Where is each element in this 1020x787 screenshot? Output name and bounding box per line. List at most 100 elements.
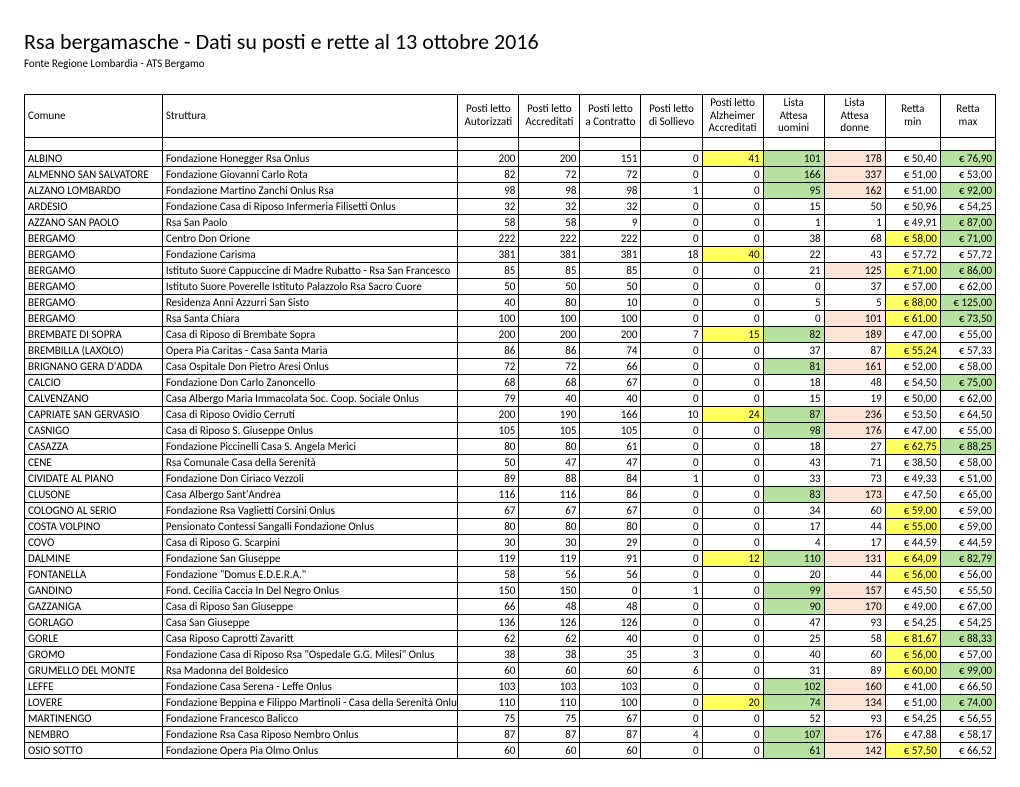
table-row: BERGAMOFondazione Carisma381381381184022…	[25, 247, 996, 263]
cell-value: 66	[458, 599, 519, 615]
cell-retta-max: € 87,00	[940, 215, 995, 231]
cell-value: 29	[580, 535, 641, 551]
cell-comune: FONTANELLA	[25, 567, 163, 583]
cell-retta-min: € 47,50	[885, 487, 940, 503]
cell-value: 15	[763, 199, 824, 215]
cell-value: 0	[641, 599, 702, 615]
cell-value: 6	[641, 663, 702, 679]
cell-struttura: Casa di Riposo S. Giuseppe Onlus	[162, 423, 457, 439]
cell-value: 7	[641, 327, 702, 343]
cell-value: 1	[641, 471, 702, 487]
cell-struttura: Residenza Anni Azzurri San Sisto	[162, 295, 457, 311]
cell-comune: GRUMELLO DEL MONTE	[25, 663, 163, 679]
cell-value: 61	[763, 743, 824, 759]
cell-retta-max: € 67,00	[940, 599, 995, 615]
cell-value: 0	[641, 375, 702, 391]
cell-comune: BREMBILLA (LAXOLO)	[25, 343, 163, 359]
cell-value: 99	[763, 583, 824, 599]
cell-value: 0	[641, 231, 702, 247]
cell-value: 381	[580, 247, 641, 263]
cell-value: 0	[641, 311, 702, 327]
cell-value: 40	[580, 631, 641, 647]
cell-retta-min: € 56,00	[885, 567, 940, 583]
cell-value: 151	[580, 151, 641, 167]
cell-value: 41	[702, 151, 763, 167]
cell-value: 0	[702, 183, 763, 199]
cell-retta-max: € 66,52	[940, 743, 995, 759]
cell-value: 32	[519, 199, 580, 215]
table-row: BERGAMOResidenza Anni Azzurri San Sisto4…	[25, 295, 996, 311]
table-row: GRUMELLO DEL MONTERsa Madonna del Boldes…	[25, 663, 996, 679]
cell-value: 75	[519, 711, 580, 727]
cell-retta-max: € 125,00	[940, 295, 995, 311]
cell-value: 10	[580, 295, 641, 311]
cell-retta-max: € 56,00	[940, 567, 995, 583]
cell-struttura: Istituto Suore Poverelle Istituto Palazz…	[162, 279, 457, 295]
cell-value: 98	[580, 183, 641, 199]
cell-value: 0	[641, 503, 702, 519]
cell-value: 0	[702, 455, 763, 471]
cell-value: 1	[763, 215, 824, 231]
cell-value: 0	[641, 615, 702, 631]
cell-value: 17	[763, 519, 824, 535]
cell-comune: BREMBATE DI SOPRA	[25, 327, 163, 343]
cell-comune: MARTINENGO	[25, 711, 163, 727]
table-row: AZZANO SAN PAOLORsa San Paolo585890011€ …	[25, 215, 996, 231]
cell-value: 60	[519, 663, 580, 679]
cell-value: 89	[458, 471, 519, 487]
cell-value: 0	[580, 583, 641, 599]
cell-struttura: Pensionato Contessi Sangalli Fondazione …	[162, 519, 457, 535]
table-row: CALVENZANOCasa Albergo Maria Immacolata …	[25, 391, 996, 407]
cell-value: 176	[824, 727, 885, 743]
cell-value: 0	[641, 439, 702, 455]
cell-value: 0	[641, 679, 702, 695]
cell-value: 222	[580, 231, 641, 247]
cell-value: 0	[702, 391, 763, 407]
cell-value: 80	[519, 519, 580, 535]
cell-retta-min: € 55,24	[885, 343, 940, 359]
table-row: GANDINOFond. Cecilia Caccia In Del Negro…	[25, 583, 996, 599]
cell-retta-max: € 99,00	[940, 663, 995, 679]
cell-value: 173	[824, 487, 885, 503]
cell-retta-max: € 65,00	[940, 487, 995, 503]
cell-retta-min: € 81,67	[885, 631, 940, 647]
cell-value: 0	[702, 535, 763, 551]
cell-value: 82	[458, 167, 519, 183]
column-header: ListaAttesauomini	[763, 95, 824, 138]
cell-comune: COLOGNO AL SERIO	[25, 503, 163, 519]
table-row: CLUSONECasa Albergo Sant'Andrea116116860…	[25, 487, 996, 503]
cell-struttura: Casa Riposo Caprotti Zavaritt	[162, 631, 457, 647]
cell-value: 0	[702, 167, 763, 183]
cell-comune: CASNIGO	[25, 423, 163, 439]
cell-value: 80	[458, 439, 519, 455]
cell-value: 0	[641, 743, 702, 759]
cell-retta-max: € 55,00	[940, 423, 995, 439]
table-row: GORLECasa Riposo Caprotti Zavaritt626240…	[25, 631, 996, 647]
cell-value: 58	[519, 215, 580, 231]
cell-value: 0	[702, 663, 763, 679]
cell-struttura: Fondazione Giovanni Carlo Rota	[162, 167, 457, 183]
cell-value: 0	[702, 423, 763, 439]
cell-comune: DALMINE	[25, 551, 163, 567]
cell-value: 0	[641, 343, 702, 359]
cell-value: 200	[458, 327, 519, 343]
cell-value: 67	[580, 375, 641, 391]
cell-value: 0	[702, 263, 763, 279]
cell-value: 1	[824, 215, 885, 231]
cell-comune: COVO	[25, 535, 163, 551]
cell-comune: CASAZZA	[25, 439, 163, 455]
cell-retta-max: € 73,50	[940, 311, 995, 327]
cell-value: 61	[580, 439, 641, 455]
table-row: BREMBILLA (LAXOLO)Opera Pia Caritas - Ca…	[25, 343, 996, 359]
table-row: BERGAMORsa Santa Chiara100100100000101€ …	[25, 311, 996, 327]
cell-value: 20	[702, 695, 763, 711]
cell-struttura: Fondazione Casa Serena - Leffe Onlus	[162, 679, 457, 695]
cell-retta-min: € 45,50	[885, 583, 940, 599]
cell-value: 67	[458, 503, 519, 519]
cell-struttura: Fondazione Rsa Vaglietti Corsini Onlus	[162, 503, 457, 519]
cell-value: 0	[702, 311, 763, 327]
cell-value: 4	[641, 727, 702, 743]
cell-value: 38	[519, 647, 580, 663]
cell-retta-min: € 47,00	[885, 423, 940, 439]
cell-retta-max: € 55,50	[940, 583, 995, 599]
